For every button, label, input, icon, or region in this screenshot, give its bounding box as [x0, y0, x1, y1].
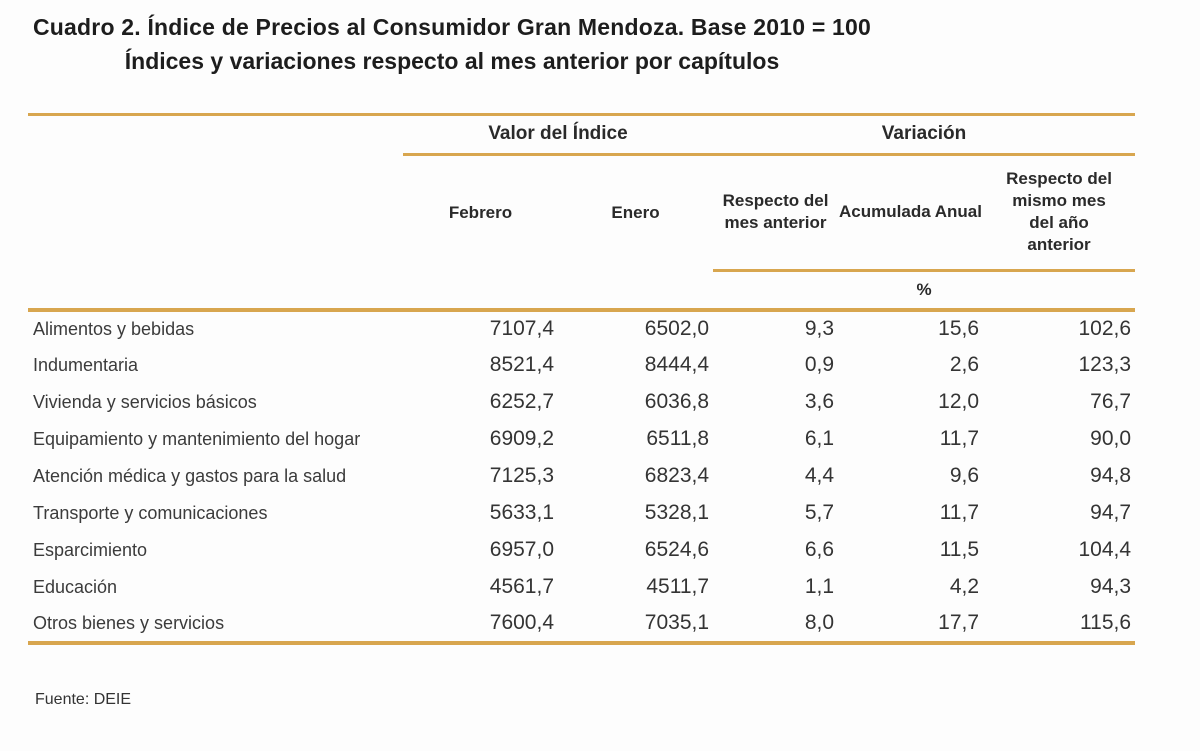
cell-var-anio: 104,4 — [1078, 538, 1132, 561]
cell-var-anio: 94,3 — [1090, 575, 1132, 598]
cell-var-mes: 8,0 — [713, 605, 839, 645]
table-row: Transporte y comunicaciones 5633,1 5328,… — [28, 495, 1135, 532]
cell-var-mes: 3,6 — [804, 390, 835, 413]
cell-febrero: 6957,0 — [489, 538, 554, 561]
table-row: Alimentos y bebidas 7107,4 6502,0 9,3 15… — [28, 310, 1135, 347]
cell-var-acumulada: 11,7 — [939, 501, 980, 524]
cell-var-acumulada: 2,6 — [949, 353, 980, 376]
table-row: Esparcimiento 6957,0 6524,6 6,6 11,5 104… — [28, 532, 1135, 569]
unit-label: % — [713, 270, 1136, 312]
cell-var-acumulada: 12,0 — [938, 390, 980, 413]
cell-febrero: 5633,1 — [489, 501, 554, 524]
cell-febrero: 7600,4 — [403, 605, 558, 645]
cell-var-anio: 94,8 — [1090, 464, 1132, 487]
table-row: Educación 4561,7 4511,7 1,1 4,2 94,3 — [28, 569, 1135, 606]
cell-var-acumulada: 15,6 — [938, 317, 980, 340]
unit-row-spacer — [28, 270, 714, 312]
cell-enero: 6524,6 — [644, 538, 710, 561]
cell-enero: 4511,7 — [646, 575, 710, 598]
row-label: Transporte y comunicaciones — [33, 502, 268, 523]
column-header-spacer — [28, 154, 403, 270]
table-row: Otros bienes y servicios 7600,4 7035,1 8… — [28, 605, 1136, 645]
table-row: Indumentaria 8521,4 8444,4 0,9 2,6 123,3 — [28, 347, 1135, 384]
source-note: Fuente: DEIE — [35, 690, 132, 708]
cell-var-mes: 6,6 — [804, 538, 835, 561]
table-title: Cuadro 2. Índice de Precios al Consumido… — [33, 13, 871, 76]
cell-var-acumulada: 11,7 — [939, 427, 980, 450]
cell-enero: 7035,1 — [558, 605, 714, 645]
cell-var-mes: 5,7 — [804, 501, 835, 524]
cell-var-anio: 90,0 — [1090, 427, 1132, 450]
row-label: Equipamiento y mantenimiento del hogar — [33, 428, 361, 449]
cell-var-anio: 102,6 — [1078, 317, 1132, 340]
unit-row: % — [28, 270, 1136, 312]
cell-var-acumulada: 17,7 — [838, 605, 984, 645]
cell-var-anio: 123,3 — [1078, 353, 1132, 376]
row-label: Alimentos y bebidas — [33, 318, 195, 339]
column-header-respecto-anio: Respecto del mismo mes del año anterior — [983, 154, 1136, 272]
cell-enero: 8444,4 — [644, 353, 710, 376]
cell-febrero: 4561,7 — [489, 575, 554, 598]
title-line-2: Índices y variaciones respecto al mes an… — [124, 47, 780, 74]
column-header-febrero: Febrero — [448, 202, 513, 222]
table-row: Atención médica y gastos para la salud 7… — [28, 458, 1135, 495]
column-header-enero: Enero — [611, 202, 660, 222]
cell-enero: 5328,1 — [644, 501, 710, 524]
row-label: Indumentaria — [33, 354, 139, 375]
cell-enero: 6502,0 — [644, 317, 710, 340]
cell-febrero: 6909,2 — [489, 427, 554, 450]
cell-enero: 6036,8 — [644, 390, 710, 413]
cell-var-mes: 4,4 — [804, 464, 835, 487]
table-row: Equipamiento y mantenimiento del hogar 6… — [28, 421, 1135, 458]
cell-var-mes: 1,1 — [804, 575, 835, 598]
row-label: Esparcimiento — [33, 539, 148, 560]
cell-var-mes: 6,1 — [804, 427, 835, 450]
cell-var-acumulada: 9,6 — [949, 464, 980, 487]
column-header-acumulada: Acumulada Anual — [838, 154, 984, 272]
cell-var-anio: 94,7 — [1090, 501, 1132, 524]
row-label: Atención médica y gastos para la salud — [33, 465, 347, 486]
row-label: Educación — [33, 576, 118, 597]
group-header-variacion: Variación — [713, 112, 1136, 156]
cell-var-anio: 115,6 — [983, 605, 1136, 645]
cell-febrero: 7107,4 — [489, 317, 554, 340]
column-header-row: Febrero Enero Respecto del mes anterior … — [28, 154, 1136, 272]
cell-var-acumulada: 11,5 — [939, 538, 980, 561]
cell-var-anio: 76,7 — [1090, 390, 1132, 413]
cell-febrero: 6252,7 — [489, 390, 554, 413]
column-header-respecto-mes: Respecto del mes anterior — [713, 154, 839, 272]
cell-enero: 6511,8 — [646, 427, 710, 450]
title-line-1: Cuadro 2. Índice de Precios al Consumido… — [33, 14, 872, 40]
cell-var-mes: 9,3 — [804, 317, 835, 340]
row-label: Otros bienes y servicios — [28, 605, 403, 645]
ipc-table: Valor del Índice Variación Febrero Enero… — [28, 112, 1136, 645]
cell-var-mes: 0,9 — [804, 353, 835, 376]
cell-febrero: 8521,4 — [489, 353, 554, 376]
group-header-valor: Valor del Índice — [403, 112, 714, 156]
cell-febrero: 7125,3 — [489, 464, 554, 487]
row-label: Vivienda y servicios básicos — [33, 391, 257, 412]
group-header-row: Valor del Índice Variación — [28, 112, 1136, 156]
group-header-spacer — [28, 112, 403, 154]
table-row: Vivienda y servicios básicos 6252,7 6036… — [28, 384, 1135, 421]
cell-var-acumulada: 4,2 — [949, 575, 980, 598]
cell-enero: 6823,4 — [644, 464, 710, 487]
